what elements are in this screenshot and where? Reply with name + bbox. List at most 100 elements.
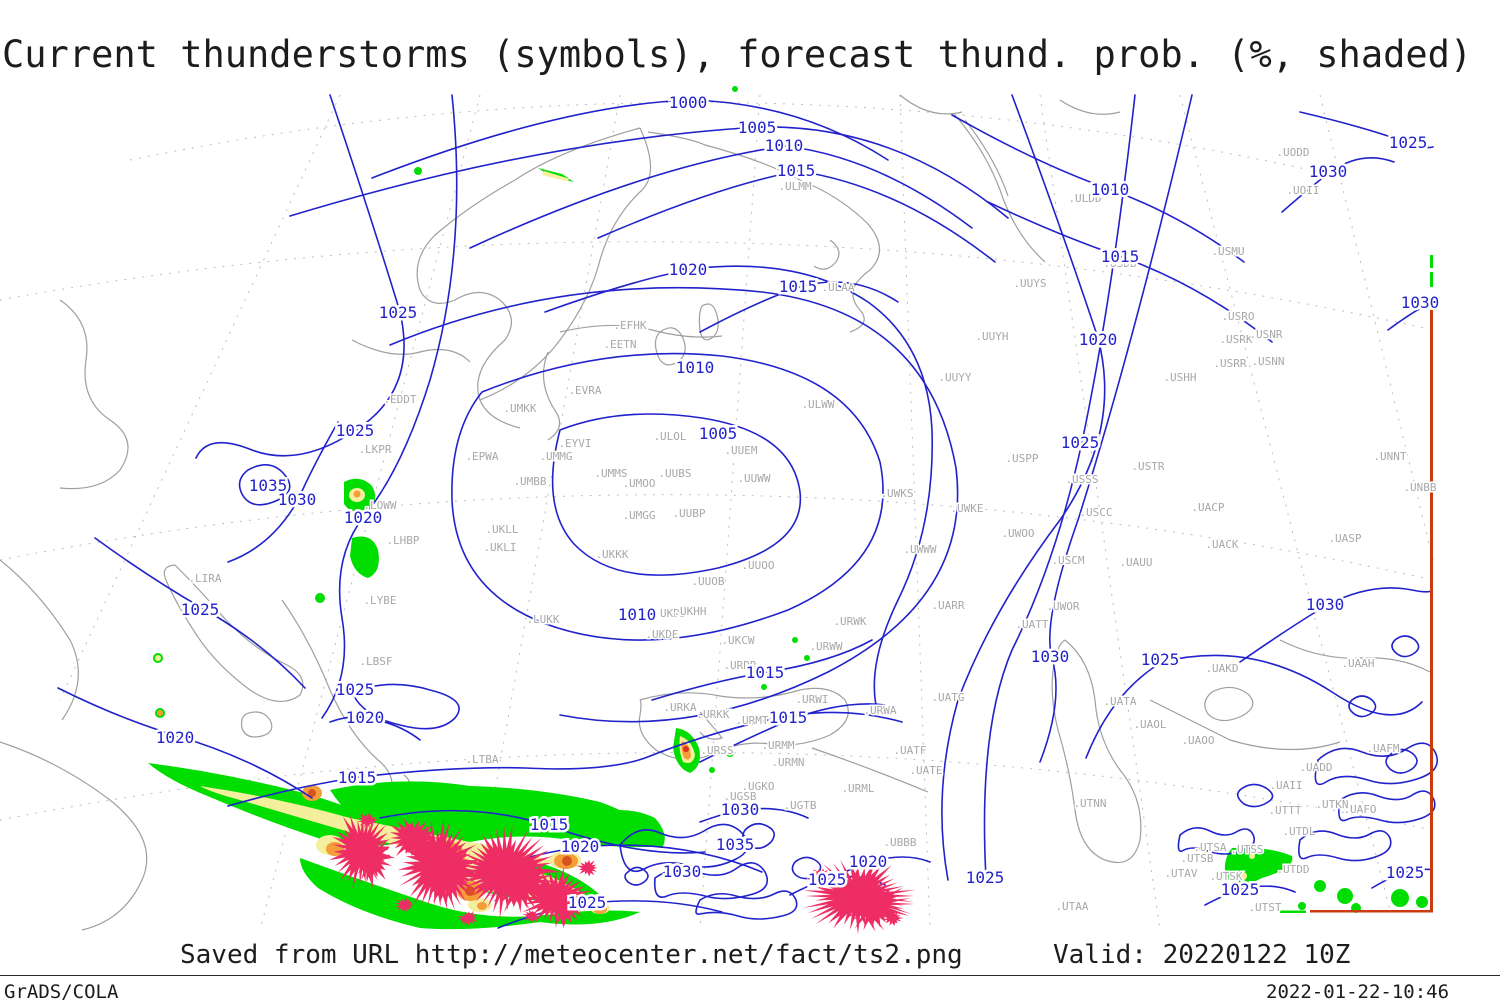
station-label: .ULWW bbox=[801, 398, 834, 411]
graticule-line bbox=[1039, 94, 1161, 931]
coastline-path bbox=[811, 747, 929, 793]
station-label: .URKA bbox=[663, 701, 696, 714]
station-label: .LBSF bbox=[359, 655, 392, 668]
station-label: .ULOL bbox=[653, 430, 686, 443]
station-label: .LHBP bbox=[386, 534, 419, 547]
isobar-line bbox=[371, 99, 889, 179]
valid-time-text: Valid: 20220122 10Z bbox=[1053, 940, 1351, 970]
prob-core-dark bbox=[562, 856, 572, 866]
isobar-line bbox=[329, 715, 421, 741]
prob-region-green bbox=[300, 858, 640, 930]
station-label: .UUOO bbox=[741, 559, 774, 572]
prob-spot-green bbox=[1314, 880, 1326, 892]
station-label: .UUOB bbox=[691, 575, 724, 588]
storm-symbol-cluster bbox=[575, 859, 598, 877]
isobar-label: 1025 bbox=[1389, 133, 1428, 152]
graticule-line bbox=[0, 241, 1434, 331]
isobar-label: 1025 bbox=[1221, 880, 1260, 899]
station-label: .UAFO bbox=[1343, 803, 1376, 816]
prob-region-orange bbox=[477, 902, 487, 910]
isobar-line bbox=[1204, 885, 1296, 906]
station-label: .UTSK bbox=[1209, 870, 1242, 883]
station-label: .UTSS bbox=[1230, 843, 1263, 856]
station-label: .UAFM bbox=[1366, 742, 1399, 755]
station-label: .UTNN bbox=[1073, 797, 1106, 810]
storm-symbol-cluster bbox=[394, 897, 414, 913]
isobar-label: 1020 bbox=[344, 508, 383, 527]
station-label: .UASP bbox=[1328, 532, 1361, 545]
map-edge-segment bbox=[1430, 272, 1433, 287]
station-label: .EDDT bbox=[383, 393, 416, 406]
isobar-label: 1025 bbox=[1386, 863, 1425, 882]
isobar-label: 1015 bbox=[1101, 247, 1140, 266]
station-label: .UATE bbox=[909, 764, 942, 777]
isobar-line bbox=[1281, 156, 1395, 213]
prob-spot-green bbox=[1416, 896, 1428, 908]
isobar-label: 1005 bbox=[699, 424, 738, 443]
station-label: .USNN bbox=[1251, 355, 1284, 368]
isobar-label: 1020 bbox=[346, 708, 385, 727]
storm-symbol-cluster bbox=[457, 911, 478, 927]
station-label: .UATA bbox=[1103, 695, 1136, 708]
isobar-line bbox=[597, 170, 996, 263]
coastline-path bbox=[899, 94, 1121, 115]
isobar-label: 1025 bbox=[379, 303, 418, 322]
station-label: .UMMG bbox=[539, 450, 572, 463]
station-label: .USTR bbox=[1131, 460, 1164, 473]
graticule-line bbox=[469, 94, 621, 931]
station-label: .URWW bbox=[809, 640, 842, 653]
station-label: .UUEM bbox=[724, 444, 757, 457]
isobar-label: 1020 bbox=[669, 260, 708, 279]
prob-spot-green bbox=[1298, 902, 1306, 910]
isobar-line bbox=[1085, 654, 1423, 759]
isobar-label: 1015 bbox=[338, 768, 377, 787]
isobar-line bbox=[227, 421, 339, 563]
isobar-line bbox=[544, 265, 934, 706]
prob-spot-yellow bbox=[1249, 853, 1255, 859]
isobar-line bbox=[1177, 827, 1256, 855]
isobar-label: 1025 bbox=[336, 421, 375, 440]
coastline-path bbox=[1051, 639, 1142, 864]
isobar-line bbox=[469, 145, 973, 249]
prob-spot-green bbox=[1337, 888, 1353, 904]
station-label: .UWWW bbox=[903, 543, 936, 556]
station-label: .UAOL bbox=[1133, 718, 1166, 731]
isobar-line bbox=[351, 683, 460, 730]
station-label: .UUYY bbox=[938, 371, 971, 384]
station-label: .URWA bbox=[863, 704, 896, 717]
isobar-label: 1035 bbox=[716, 835, 755, 854]
station-label: .UUBP bbox=[672, 507, 705, 520]
isobar-label: 1025 bbox=[336, 680, 375, 699]
coastline-path bbox=[559, 324, 723, 338]
map-edge-segment bbox=[1310, 910, 1433, 913]
station-label: .UKCW bbox=[721, 634, 754, 647]
station-label: .USCM bbox=[1051, 554, 1084, 567]
prob-region-green bbox=[350, 536, 379, 578]
graticule-line bbox=[0, 494, 1434, 581]
station-label: .UTAA bbox=[1055, 900, 1088, 913]
isobar-label: 1015 bbox=[779, 277, 818, 296]
coastlines bbox=[0, 94, 1431, 931]
coastline-path bbox=[59, 299, 129, 490]
station-label: .UTST bbox=[1248, 901, 1281, 914]
station-label: .UUBS bbox=[658, 467, 691, 480]
prob-region-yellow bbox=[542, 171, 570, 181]
isobar-line bbox=[699, 703, 886, 763]
isobar-label: 1030 bbox=[1306, 595, 1345, 614]
station-label: .URRR bbox=[723, 659, 756, 672]
station-label: .UKLI bbox=[483, 541, 516, 554]
coastline-path bbox=[638, 687, 849, 761]
isobar-line bbox=[741, 822, 775, 850]
prob-region-green bbox=[600, 810, 665, 848]
isobar-label: 1025 bbox=[808, 870, 847, 889]
isobar-line bbox=[695, 890, 798, 920]
station-labels: .ULMM .ULAA .ULDD .UODD .UOII .USMU .USDB .UUYS… bbox=[187, 145, 1438, 916]
storm-symbol-cluster bbox=[357, 812, 378, 829]
station-label: .UGSB bbox=[723, 790, 756, 803]
prob-spot-green bbox=[709, 767, 715, 773]
station-label: .UGKO bbox=[741, 780, 774, 793]
station-label: .UMKK bbox=[503, 402, 536, 415]
isobar-label: 1025 bbox=[1061, 433, 1100, 452]
station-label: .LTBA bbox=[465, 753, 498, 766]
